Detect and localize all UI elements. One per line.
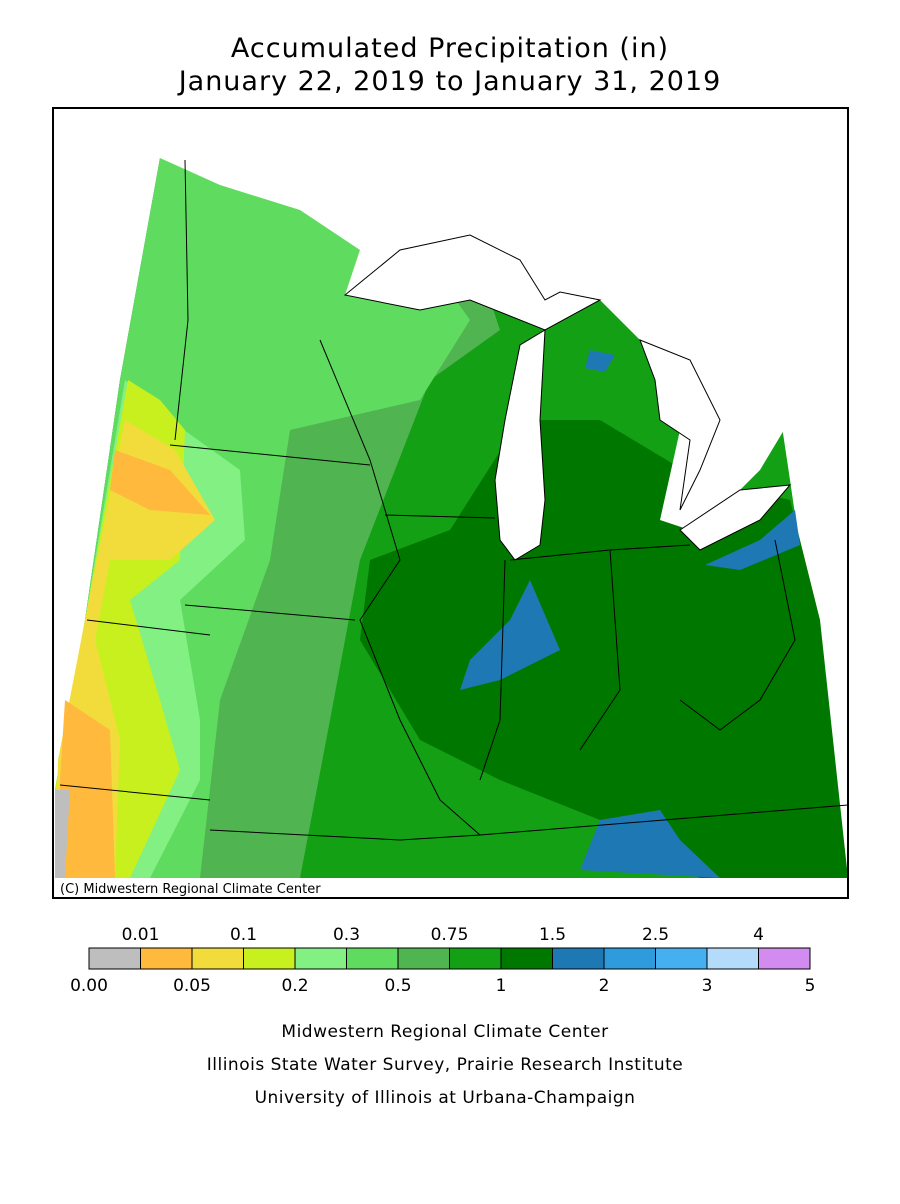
lake-michigan	[494, 329, 546, 561]
border	[174, 159, 189, 441]
border	[59, 784, 211, 801]
legend-swatch	[552, 947, 605, 970]
border	[86, 619, 211, 636]
lake-erie	[679, 484, 792, 551]
legend-swatch	[758, 947, 811, 970]
legend-label: 0.05	[173, 976, 211, 996]
legend-label: 4	[753, 925, 764, 945]
border	[319, 339, 481, 836]
region	[58, 700, 115, 878]
legend-label: 2	[599, 976, 610, 996]
region	[110, 450, 210, 515]
legend-swatch	[706, 947, 759, 970]
canada-area	[160, 108, 848, 530]
footer-line: Midwestern Regional Climate Center	[281, 1022, 608, 1042]
legend-label: 1.5	[539, 925, 566, 945]
boundaries	[59, 159, 849, 841]
legend-label: 2.5	[642, 925, 669, 945]
legend-label: 0.75	[431, 925, 469, 945]
border	[184, 604, 356, 621]
legend-swatch	[500, 947, 553, 970]
credit: (C) Midwestern Regional Climate Center	[60, 882, 321, 897]
legend-swatch	[243, 947, 296, 970]
border	[579, 549, 621, 751]
region	[705, 510, 800, 570]
map-frame	[52, 107, 849, 899]
legend-label: 0.2	[281, 976, 308, 996]
footer-line: University of Illinois at Urbana-Champai…	[255, 1088, 636, 1108]
border	[384, 514, 496, 519]
footer: Midwestern Regional Climate Center Illino…	[207, 1022, 683, 1108]
legend-label: 1	[496, 976, 507, 996]
legend-swatch	[140, 947, 193, 970]
region	[55, 790, 70, 878]
legend-swatch	[191, 947, 244, 970]
lake-superior	[343, 234, 602, 331]
legend-swatch	[655, 947, 708, 970]
map: (C) Midwestern Regional Climate Center	[52, 107, 849, 899]
legend-label: 5	[805, 976, 816, 996]
legend-swatch	[88, 947, 141, 970]
legend-label: 3	[702, 976, 713, 996]
legend-swatch	[294, 947, 347, 970]
credit-box	[55, 879, 337, 897]
lake-huron	[639, 339, 721, 511]
legend-label: 0.3	[333, 925, 360, 945]
border	[169, 444, 371, 466]
subtitle: January 22, 2019 to January 31, 2019	[177, 66, 722, 97]
legend-label: 0.01	[122, 925, 160, 945]
legend-swatch	[397, 947, 450, 970]
border	[479, 559, 506, 781]
legend-swatch	[603, 947, 656, 970]
legend-label: 0.00	[70, 976, 108, 996]
border	[679, 539, 796, 731]
footer-line: Illinois State Water Survey, Prairie Res…	[207, 1055, 683, 1075]
title: Accumulated Precipitation (in)	[231, 33, 669, 64]
border	[209, 804, 849, 841]
region	[460, 580, 560, 690]
region	[580, 810, 720, 878]
legend-swatch	[449, 947, 502, 970]
legend-swatch	[346, 947, 399, 970]
legend: 0.00 0.01 0.05 0.1 0.2 0.3 0.5 0.75 1 1.5 2 2.5 3 4 5	[70, 925, 815, 996]
legend-label: 0.1	[230, 925, 257, 945]
legend-label: 0.5	[384, 976, 411, 996]
region	[585, 350, 615, 372]
